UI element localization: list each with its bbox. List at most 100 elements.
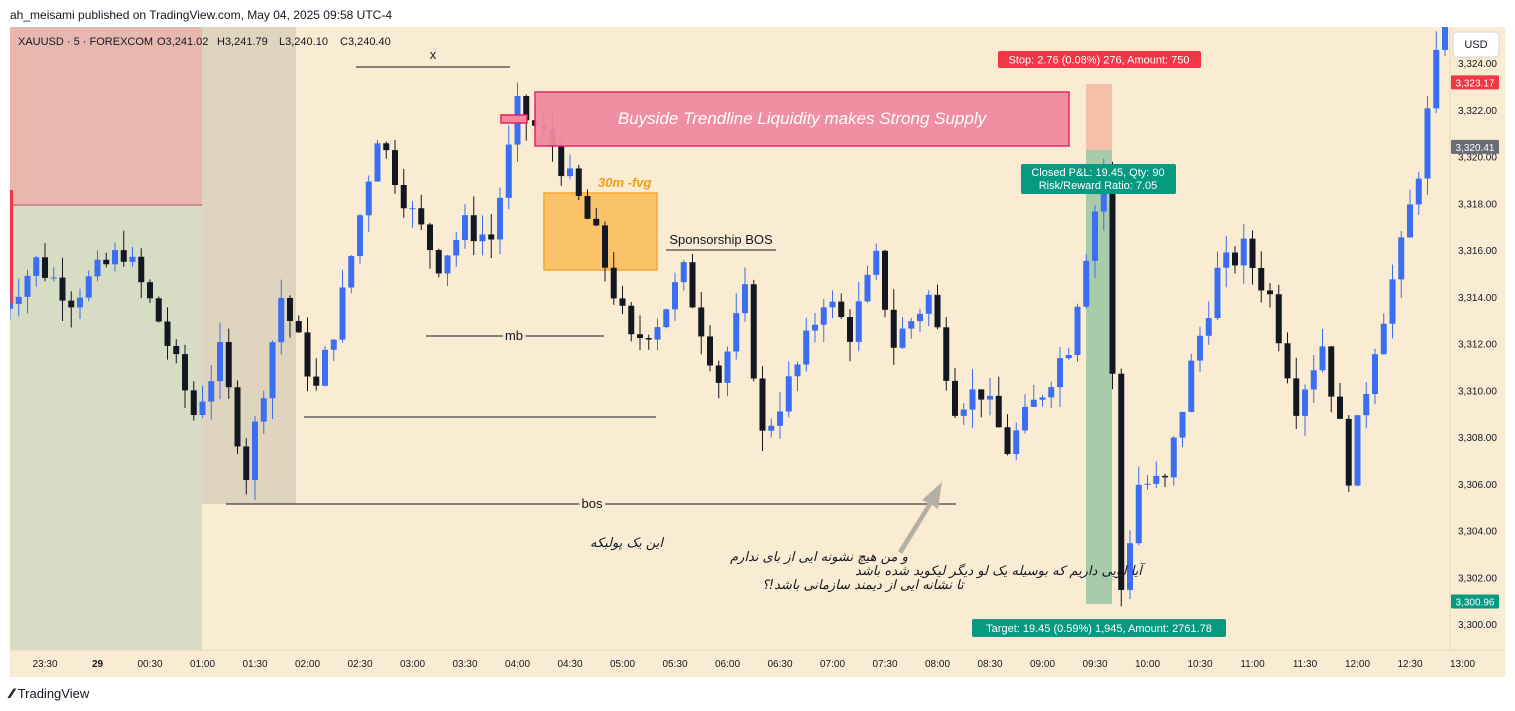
price-tag: [1451, 75, 1499, 90]
candle-body: [750, 284, 757, 379]
candle-body: [698, 307, 705, 337]
sponsorship-bos-label: Sponsorship BOS: [669, 232, 773, 247]
time-tick-label: 09:00: [1030, 659, 1055, 670]
price-tag-label: 3,320.41: [1456, 143, 1495, 154]
candle-body: [680, 262, 687, 283]
candle-body: [10, 303, 13, 309]
time-tick-label: 05:30: [662, 659, 687, 670]
candle-body: [812, 324, 818, 331]
candle-body: [234, 387, 241, 447]
time-tick-label: 12:30: [1397, 659, 1422, 670]
currency-button[interactable]: [1452, 31, 1500, 58]
candle-body: [1083, 260, 1090, 307]
candle-body: [348, 256, 355, 288]
time-tick-label: 10:30: [1187, 659, 1212, 670]
candle-body: [995, 395, 1002, 428]
candle-body: [619, 298, 626, 306]
time-tick-label: 06:00: [715, 659, 740, 670]
candle-body: [943, 327, 950, 381]
candle-body: [1275, 294, 1282, 344]
candle-body: [164, 321, 171, 346]
candle-body: [768, 425, 775, 431]
candle-body: [724, 351, 731, 383]
candle-body: [899, 328, 906, 348]
candle-body: [470, 215, 477, 242]
price-tick-label: 3,308.00: [1458, 433, 1497, 444]
candle-body: [1337, 396, 1343, 419]
candle-body: [1319, 346, 1326, 371]
candle-body: [252, 421, 258, 481]
candle-body: [1232, 252, 1238, 266]
candle-body: [864, 274, 871, 302]
candle-body: [960, 409, 967, 416]
legend-symbol: XAUUSD · 5 · FOREXCOM: [18, 36, 153, 48]
candle-body: [689, 262, 696, 308]
chart-area[interactable]: 3,300.00 3,302.00 3,304.00 3,306.00 3,308.00…: [10, 27, 1505, 677]
candle-body: [1389, 279, 1396, 324]
legend-low: L3,240.10: [279, 36, 328, 48]
candle-body: [873, 250, 880, 275]
time-tick-label: 10:00: [1135, 659, 1160, 670]
candle-body: [50, 277, 57, 279]
time-tick-label: 08:30: [977, 659, 1002, 670]
time-tick-label: 02:00: [295, 659, 320, 670]
candle-body: [453, 240, 460, 256]
candle-body: [1065, 355, 1072, 359]
price-chart[interactable]: 3,300.00 3,302.00 3,304.00 3,306.00 3,308.00…: [10, 27, 1505, 677]
time-tick-label: 04:30: [557, 659, 582, 670]
candle-body: [829, 301, 836, 308]
footer: ⁄⁄ TradingView: [10, 685, 89, 701]
candle-body: [120, 250, 127, 262]
candle-body: [1013, 430, 1020, 455]
time-axis[interactable]: 23:30 29 00:30 01:00 01:30 02:00 02:30 03:00 03:…: [32, 659, 1475, 670]
candle-body: [427, 224, 433, 251]
candle-body: [24, 275, 31, 297]
persian-note: این یک پولبکه و من هیچ نشونه ایی از بای …: [590, 536, 1146, 593]
price-tick-label: 3,304.00: [1458, 527, 1497, 538]
candle-body: [558, 146, 565, 177]
pnl-label-line-1: Closed P&L: 19.45, Qty: 90: [1031, 167, 1164, 179]
candle-body: [1144, 483, 1151, 485]
candle-body: [1179, 411, 1186, 438]
legend-open: O3,241.02: [157, 36, 208, 48]
candle-body: [672, 282, 678, 310]
left-edge-marker: [10, 190, 13, 307]
candle-body: [820, 307, 827, 325]
candle-body: [969, 389, 976, 410]
candle-body: [339, 287, 346, 340]
candle-body: [155, 298, 162, 322]
candle-body: [637, 334, 643, 339]
time-tick-label: 02:30: [347, 659, 372, 670]
candle-body: [1092, 211, 1098, 261]
candle-body: [1398, 237, 1405, 280]
time-tick-label: 08:00: [925, 659, 950, 670]
candle-body: [1223, 252, 1230, 268]
fvg-zone: [543, 192, 658, 271]
supply-zone: [534, 91, 1070, 147]
candle-body: [278, 297, 285, 343]
candle-body: [304, 332, 311, 377]
candle-body: [1372, 354, 1378, 395]
persian-note-line-3: آیا لویی داریم که بوسیله یک لو دیگر لیکو…: [855, 562, 1146, 579]
candle-body: [628, 305, 635, 335]
candle-body: [934, 294, 941, 328]
tradingview-logo-icon[interactable]: ⁄⁄: [10, 685, 14, 701]
candle-body: [978, 389, 985, 400]
supply-origin-box: [500, 114, 528, 124]
time-tick-label: 03:30: [452, 659, 477, 670]
price-tick-label: 3,320.00: [1458, 153, 1497, 164]
candle-body: [759, 378, 766, 431]
session-zone: [202, 27, 296, 504]
price-axis[interactable]: 3,300.00 3,302.00 3,304.00 3,306.00 3,308.00…: [1458, 59, 1497, 631]
candle-body: [330, 339, 337, 350]
tradingview-logo-text[interactable]: TradingView: [17, 685, 90, 701]
candle-body: [917, 313, 923, 322]
candle-body: [1030, 399, 1037, 407]
candle-body: [33, 257, 40, 276]
candle-body: [365, 181, 372, 216]
pnl-label-line-2: Risk/Reward Ratio: 7.05: [1039, 180, 1158, 192]
candle-body: [925, 294, 932, 314]
price-tick-label: 3,300.00: [1458, 620, 1497, 631]
candle-body: [1407, 204, 1413, 238]
price-tag: [1451, 139, 1499, 154]
